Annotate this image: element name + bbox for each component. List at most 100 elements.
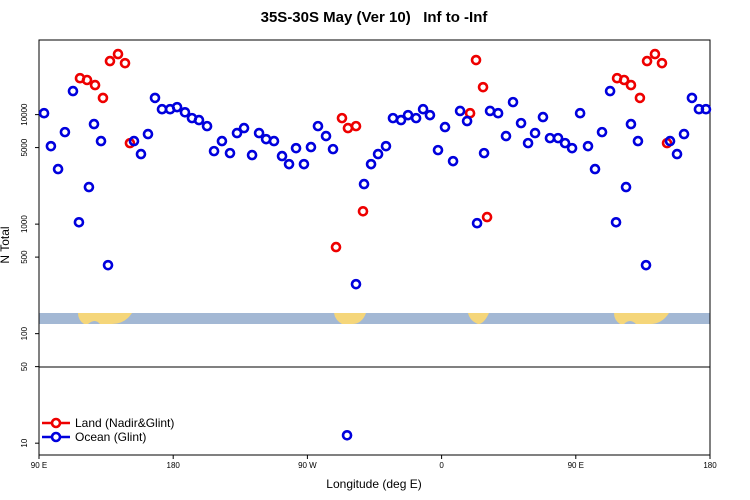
data-point — [298, 158, 310, 170]
data-point — [641, 55, 653, 67]
x-tick-label: 180 — [167, 461, 181, 470]
data-point — [342, 122, 354, 134]
data-point — [327, 143, 339, 155]
data-point — [656, 57, 668, 69]
data-point — [478, 147, 490, 159]
data-point — [208, 145, 220, 157]
data-point — [128, 135, 140, 147]
data-point — [529, 127, 541, 139]
data-point — [589, 163, 601, 175]
data-point — [179, 106, 191, 118]
data-point — [83, 181, 95, 193]
data-point — [330, 241, 342, 253]
y-tick-label: 100 — [20, 326, 29, 340]
data-point — [559, 137, 571, 149]
data-point — [664, 135, 676, 147]
data-point — [507, 96, 519, 108]
land-patch — [468, 313, 489, 324]
data-point — [59, 126, 71, 138]
data-point — [112, 48, 124, 60]
data-point — [246, 149, 258, 161]
data-point — [417, 103, 429, 115]
data-point — [224, 147, 236, 159]
y-tick-label: 500 — [20, 250, 29, 264]
data-point — [135, 148, 147, 160]
data-point — [461, 115, 473, 127]
land-patch — [78, 313, 132, 324]
data-point — [678, 128, 690, 140]
land-patch — [614, 313, 669, 324]
data-point — [67, 85, 79, 97]
data-point — [52, 163, 64, 175]
legend-label: Ocean (Glint) — [75, 430, 146, 444]
data-point — [350, 278, 362, 290]
data-point — [231, 127, 243, 139]
data-point — [142, 128, 154, 140]
data-point — [522, 137, 534, 149]
data-point — [119, 57, 131, 69]
data-point — [454, 105, 466, 117]
y-axis-label: N Total — [0, 226, 12, 263]
x-tick-label: 90 E — [31, 461, 47, 470]
data-point — [477, 81, 489, 93]
data-point — [515, 117, 527, 129]
data-point — [481, 211, 493, 223]
data-point — [634, 92, 646, 104]
data-point — [470, 54, 482, 66]
data-point — [671, 148, 683, 160]
data-point — [97, 92, 109, 104]
data-point — [700, 103, 712, 115]
data-point — [395, 114, 407, 126]
data-point — [350, 120, 362, 132]
data-point — [283, 158, 295, 170]
y-tick-label: 50 — [20, 362, 29, 371]
data-point — [574, 107, 586, 119]
data-point — [618, 74, 630, 86]
data-point — [290, 142, 302, 154]
data-point — [566, 142, 578, 154]
data-point — [492, 107, 504, 119]
x-tick-label: 90 E — [568, 461, 584, 470]
y-tick-label: 10 — [20, 438, 29, 447]
data-point — [596, 126, 608, 138]
data-point — [276, 150, 288, 162]
data-point — [357, 205, 369, 217]
y-tick-label: 10000 — [20, 103, 29, 126]
data-point — [610, 216, 622, 228]
data-point — [372, 148, 384, 160]
data-point — [625, 79, 637, 91]
data-point — [640, 259, 652, 271]
data-point — [149, 92, 161, 104]
x-axis-label: Longitude (deg E) — [326, 477, 421, 491]
data-point — [341, 430, 353, 441]
data-point — [253, 127, 265, 139]
data-point — [632, 135, 644, 147]
data-point — [500, 130, 512, 142]
data-point — [686, 92, 698, 104]
land-patch — [334, 313, 366, 324]
legend-marker — [50, 417, 62, 429]
data-point — [582, 140, 594, 152]
data-point — [216, 135, 228, 147]
data-point — [365, 158, 377, 170]
data-point — [193, 114, 205, 126]
data-point — [387, 112, 399, 124]
data-point — [312, 120, 324, 132]
data-point — [439, 121, 451, 133]
data-point — [625, 118, 637, 130]
chart-title: 35S-30S May (Ver 10) Inf to -Inf — [261, 9, 489, 26]
data-point — [537, 111, 549, 123]
y-tick-label: 5000 — [20, 138, 29, 156]
data-point — [305, 141, 317, 153]
legend-label: Land (Nadir&Glint) — [75, 416, 174, 430]
data-point — [88, 118, 100, 130]
data-point — [336, 112, 348, 124]
x-tick-label: 0 — [439, 461, 444, 470]
data-point — [73, 216, 85, 228]
data-point — [432, 144, 444, 156]
data-point — [649, 48, 661, 60]
plot-frame — [38, 39, 711, 456]
data-point — [102, 259, 114, 271]
x-tick-label: 90 W — [298, 461, 317, 470]
